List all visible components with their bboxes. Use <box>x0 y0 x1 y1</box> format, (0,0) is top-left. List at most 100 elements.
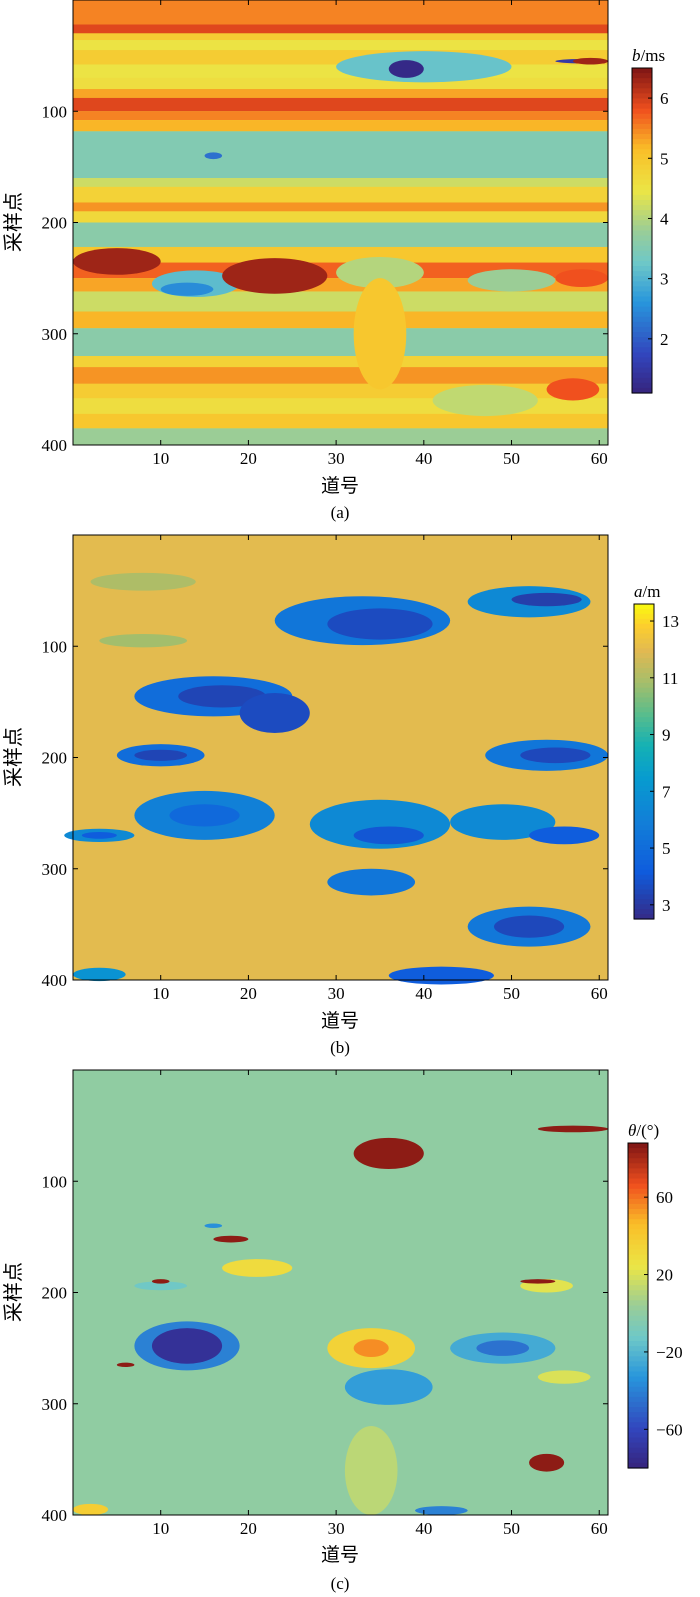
colorbar-swatch <box>628 1305 648 1312</box>
colorbar-swatch <box>628 1447 648 1454</box>
axes-b: 10 20 30 40 50 60 100 200 300 400 <box>42 535 608 1003</box>
colorbar-swatch <box>628 1462 648 1469</box>
colorbar-swatch <box>634 914 654 920</box>
colorbar-swatch <box>628 1407 648 1413</box>
colorbar-swatch <box>632 271 652 277</box>
colorbar-swatch <box>628 1264 648 1271</box>
colorbar-swatch <box>628 1432 648 1439</box>
colorbar-swatch <box>634 702 654 708</box>
colorbar-swatch <box>632 88 652 94</box>
colorbar-tick-label: 3 <box>660 270 669 289</box>
colorbar-label-var-a: b <box>632 46 641 65</box>
colorbar-swatch <box>634 707 654 713</box>
colorbar-swatch <box>634 736 654 743</box>
colorbar-swatch <box>628 1280 648 1286</box>
colorbar-swatch <box>634 648 654 654</box>
colorbar-swatch <box>632 149 652 155</box>
colorbar-swatch <box>634 795 654 802</box>
heatmap-band <box>73 131 608 178</box>
colorbar-swatch <box>628 1330 648 1337</box>
colorbar-swatch <box>634 810 654 817</box>
colorbar-tick-label: 13 <box>662 612 679 631</box>
colorbar-swatch <box>628 1158 648 1164</box>
y-tick-label: 300 <box>42 1395 68 1414</box>
colorbar-swatch <box>632 347 652 353</box>
x-tick-label: 30 <box>328 984 345 1003</box>
colorbar-swatch <box>634 869 654 876</box>
heatmap-band <box>73 367 608 384</box>
colorbar-swatch <box>634 604 654 610</box>
colorbar-swatch <box>634 820 654 827</box>
heatmap-anomaly <box>160 282 214 296</box>
colorbar-swatch <box>634 613 654 620</box>
heatmap-anomaly <box>169 804 240 827</box>
colorbar-swatch <box>634 643 654 649</box>
colorbar-tick-label: 5 <box>662 839 671 858</box>
heatmap-anomaly <box>344 1369 433 1405</box>
heatmap-anomaly <box>151 1328 223 1364</box>
y-tick-label: 300 <box>42 860 68 879</box>
colorbar-swatch <box>632 337 652 343</box>
colorbar-swatch <box>634 830 654 836</box>
x-tick-label: 10 <box>152 1519 169 1538</box>
colorbar-swatch <box>632 240 652 247</box>
heatmap-anomaly <box>493 915 565 938</box>
colorbar-swatch <box>628 1442 648 1449</box>
colorbar-swatch <box>632 189 652 196</box>
colorbar-c: −60 −20 20 60 <box>627 1142 683 1469</box>
colorbar-swatch <box>632 73 652 79</box>
colorbar-swatch <box>634 899 654 905</box>
colorbar-swatch <box>634 751 654 758</box>
ylabel-c: 采样点 <box>2 1262 25 1322</box>
colorbar-swatch <box>632 103 652 110</box>
heatmap-band <box>73 428 608 445</box>
colorbar-swatch <box>632 169 652 176</box>
colorbar-swatch <box>628 1188 648 1195</box>
colorbar-swatch <box>632 382 652 389</box>
colorbar-tick-label: −60 <box>656 1420 683 1439</box>
axes-c: 10 20 30 40 50 60 100 200 300 400 <box>42 1070 608 1538</box>
heatmap-anomaly <box>476 1340 530 1356</box>
heatmap-anomaly <box>388 966 494 985</box>
colorbar-swatch <box>632 113 652 120</box>
colorbar-swatch <box>628 1396 648 1403</box>
colorbar-swatch <box>632 184 652 191</box>
colorbar-swatch <box>634 781 654 787</box>
colorbar-frame <box>633 603 655 920</box>
heatmap-background <box>73 1070 608 1515</box>
x-tick-label: 30 <box>328 449 345 468</box>
heatmap-anomaly <box>134 1281 188 1291</box>
x-tick-label: 40 <box>415 984 432 1003</box>
colorbar-swatch <box>634 889 654 895</box>
colorbar-swatch <box>632 134 652 140</box>
colorbar-swatch <box>632 362 652 369</box>
colorbar-swatch <box>628 1320 648 1327</box>
colorbar-swatch <box>628 1178 648 1185</box>
colorbar-swatch <box>634 727 654 733</box>
colorbar-swatch <box>628 1381 648 1388</box>
x-tick-label: 60 <box>591 1519 608 1538</box>
colorbar-swatch <box>632 164 652 171</box>
colorbar-swatch <box>634 840 654 846</box>
heatmap-anomaly <box>222 258 328 294</box>
colorbar-swatch <box>628 1193 648 1200</box>
colorbar-swatch <box>634 677 654 684</box>
heatmap-anomaly <box>99 634 188 648</box>
colorbar-swatch <box>628 1391 648 1398</box>
colorbar-swatch <box>628 1417 648 1423</box>
colorbar-swatch <box>634 731 654 738</box>
colorbar-swatch <box>628 1335 648 1342</box>
colorbar-swatch <box>628 1183 648 1190</box>
colorbar-swatch <box>632 128 652 135</box>
colorbar-swatch <box>628 1325 648 1332</box>
colorbar-swatch <box>632 139 652 145</box>
heatmap-anomaly <box>546 378 600 401</box>
y-tick-label: 400 <box>42 1506 68 1525</box>
colorbar-swatch <box>634 874 654 881</box>
heatmap-anomaly <box>344 1426 398 1515</box>
colorbar-swatch <box>628 1249 648 1256</box>
colorbar-swatch <box>634 623 654 630</box>
heatmap-anomaly <box>81 832 117 839</box>
colorbar-swatch <box>628 1457 648 1464</box>
colorbar-swatch <box>634 859 654 866</box>
